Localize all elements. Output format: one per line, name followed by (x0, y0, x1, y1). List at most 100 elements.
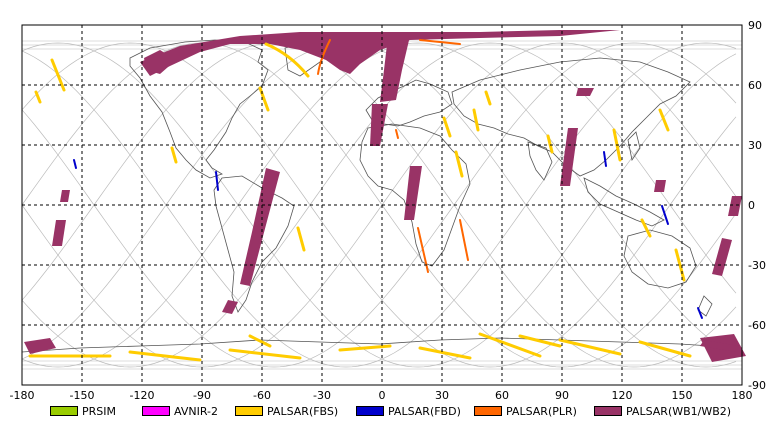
fbs-strip-canada (258, 86, 270, 112)
legend-item-palsar-fbs: PALSAR(FBS) (235, 403, 338, 419)
legend-swatch (142, 406, 170, 416)
wb-strip-india (560, 128, 578, 186)
fbs-strip-antarctica-4 (338, 344, 392, 352)
wb-strip-pacific-south (52, 220, 66, 246)
legend-label: PALSAR(PLR) (506, 404, 577, 418)
legend-label: PRSIM (82, 404, 116, 418)
longitude-tick-label: 120 (612, 389, 633, 402)
legend-swatch (356, 406, 384, 416)
legend-item-palsar-plr: PALSAR(PLR) (474, 403, 577, 419)
fbs-strip-antarctica-10 (518, 334, 562, 348)
legend-swatch (594, 406, 622, 416)
legend-label: PALSAR(FBD) (388, 404, 461, 418)
wb-strip-patagonia (222, 300, 238, 314)
coastline-south-america (213, 175, 295, 313)
latitude-tick-label: 30 (748, 139, 762, 152)
legend: PRSIM AVNIR-2 PALSAR(FBS) PALSAR(FBD) PA… (0, 398, 770, 424)
wb-strip-ross-sea (700, 340, 740, 352)
wb-strip-hawaii (60, 190, 70, 202)
fbs-strip-brazil (296, 226, 306, 252)
fbs-strip-europe-1 (442, 116, 452, 138)
fbs-strip-antarctica-6 (478, 332, 542, 358)
wb-strip-africa (404, 166, 422, 220)
longitude-tick-label: -60 (253, 389, 271, 402)
fbs-strip-arctic-1 (264, 42, 310, 78)
longitude-tick-label: -120 (130, 389, 155, 402)
coastline-antarctica (21, 337, 743, 353)
longitude-tick-label: -90 (193, 389, 211, 402)
fbs-strip-arctic-2 (50, 58, 66, 92)
plr-strip-africa-2 (459, 219, 469, 261)
fbs-strip-asia-n (484, 90, 492, 106)
longitude-tick-label: 180 (732, 389, 753, 402)
longitude-tick-label: -150 (70, 389, 95, 402)
fbs-strip-arabia (546, 134, 554, 154)
coastline-africa (359, 123, 471, 267)
longitude-tick-label: 0 (379, 389, 386, 402)
fbs-strip-china-2 (658, 108, 670, 132)
longitude-tick-label: -180 (10, 389, 35, 402)
legend-label: PALSAR(WB1/WB2) (626, 404, 732, 418)
fbs-strip-central-america (170, 146, 178, 164)
wb-strip-pacific-east (728, 196, 742, 216)
wb-strips (24, 30, 746, 362)
wb-strip-north-atlantic (380, 36, 410, 102)
fbd-strips (73, 151, 703, 319)
latitude-tick-label: 90 (748, 19, 762, 32)
longitude-tick-label: 30 (435, 389, 449, 402)
fbs-strip-antarctica-8 (638, 340, 692, 358)
latitude-tick-label: 60 (748, 79, 762, 92)
fbs-strip-antarctica-2 (128, 350, 202, 362)
fbd-strip-new-zealand (697, 307, 703, 319)
latitude-tick-labels: 90 60 30 0 -30 -60 -90 (748, 19, 766, 392)
legend-swatch (50, 406, 78, 416)
legend-label: AVNIR-2 (174, 404, 218, 418)
longitude-tick-label: 60 (495, 389, 509, 402)
fbd-strip-hawaii (73, 159, 77, 169)
plr-strip-arctic-2 (419, 39, 461, 45)
orbit-track (21, 42, 737, 368)
coastline-japan (627, 131, 641, 162)
legend-item-avnir2: AVNIR-2 (142, 403, 218, 419)
coastline-asia (451, 57, 691, 177)
wb-strip-japan (654, 180, 666, 192)
wb-strip-europe (370, 104, 388, 146)
legend-item-prsim: PRSIM (50, 403, 116, 419)
wb-strip-antarctica-west (24, 338, 56, 354)
coastline-australia (623, 229, 697, 289)
coastlines (21, 39, 743, 353)
legend-swatch (474, 406, 502, 416)
latitude-tick-label: -60 (748, 319, 766, 332)
fbd-strip-central-america (215, 171, 219, 191)
fbd-strip-borneo (661, 205, 669, 225)
wb-strip-arctic-band (140, 30, 620, 76)
longitude-tick-label: 90 (555, 389, 569, 402)
longitude-tick-label: -30 (313, 389, 331, 402)
coastline-india (527, 141, 553, 181)
fbs-strip-antarctica-9 (248, 334, 272, 348)
fbs-strip-antarctica-5 (418, 346, 472, 360)
fbs-strip-alaska (34, 90, 42, 104)
fbs-strip-antarctica-3 (228, 348, 302, 360)
fbs-strip-africa (454, 150, 464, 178)
wb-strip-south-america (240, 168, 280, 286)
fbs-strip-europe-2 (472, 108, 480, 132)
fbs-strips (28, 42, 692, 362)
coastline-southeast-asia (583, 177, 665, 227)
wb-strip-asia-ne (576, 88, 594, 96)
legend-label: PALSAR(FBS) (267, 404, 339, 418)
latitude-tick-label: 0 (748, 199, 755, 212)
legend-item-palsar-wb: PALSAR(WB1/WB2) (594, 403, 731, 419)
fbs-strip-australia (674, 248, 686, 282)
map-frame (21, 24, 743, 386)
legend-swatch (235, 406, 263, 416)
fbs-strip-antarctica-7 (558, 338, 622, 356)
plr-strip-arctic-1 (317, 39, 331, 75)
coastline-north-america (129, 39, 269, 179)
plr-strip-europe (395, 129, 399, 139)
latitude-tick-label: -90 (748, 379, 766, 392)
wb-strip-australia-east (712, 238, 732, 276)
wb-strip-siberia (144, 50, 176, 74)
orbit-track (21, 42, 737, 368)
